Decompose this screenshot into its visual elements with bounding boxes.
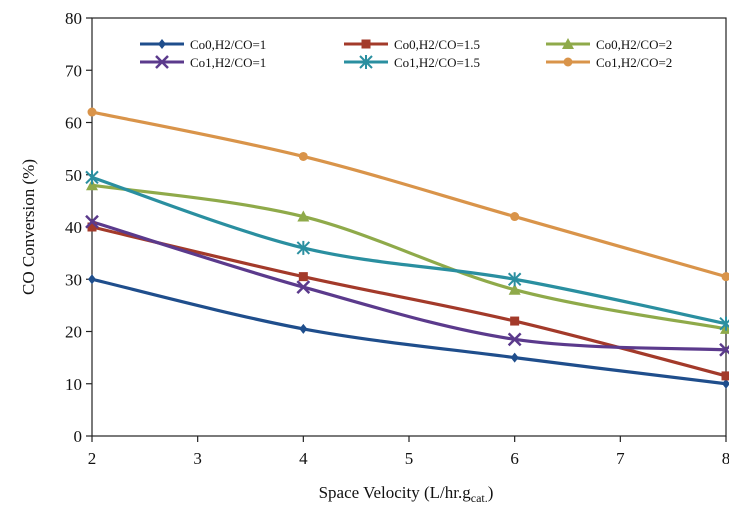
legend-marker xyxy=(359,55,373,69)
legend-label: Co0,H2/CO=1.5 xyxy=(394,37,480,52)
legend-label: Co1,H2/CO=1.5 xyxy=(394,55,480,70)
x-tick-label: 5 xyxy=(405,449,414,468)
legend-item: Co1,H2/CO=1 xyxy=(140,55,266,70)
data-point xyxy=(87,222,97,232)
y-tick-label: 70 xyxy=(65,61,82,80)
data-point xyxy=(298,272,308,282)
data-point xyxy=(510,212,520,222)
legend-label: Co1,H2/CO=1 xyxy=(190,55,266,70)
legend: Co0,H2/CO=1 Co0,H2/CO=1.5 Co0,H2/CO=2 Co1,H… xyxy=(140,37,672,70)
y-tick-label: 60 xyxy=(65,114,82,133)
data-point xyxy=(86,179,98,191)
x-axis-label-main: Space Velocity (L/hr.g xyxy=(319,483,472,502)
legend-marker xyxy=(562,38,574,49)
legend-item: Co0,H2/CO=1 xyxy=(140,37,266,52)
data-point xyxy=(85,214,99,229)
y-tick-label: 10 xyxy=(65,375,82,394)
data-point xyxy=(722,378,729,389)
x-tick-label: 7 xyxy=(616,449,625,468)
legend-item: Co0,H2/CO=2 xyxy=(546,37,672,52)
series-line xyxy=(91,175,727,326)
data-point xyxy=(297,210,310,222)
x-axis-label: Space Velocity (L/hr.gcat.) xyxy=(319,483,494,505)
data-point xyxy=(507,272,522,287)
data-point xyxy=(721,371,729,381)
series-line xyxy=(91,220,727,352)
x-tick-label: 2 xyxy=(88,449,97,468)
legend-item: Co1,H2/CO=2 xyxy=(546,55,672,70)
data-point xyxy=(296,280,311,294)
legend-marker xyxy=(563,57,573,67)
y-tick-label: 40 xyxy=(65,218,82,237)
y-tick-label: 50 xyxy=(65,166,82,185)
series-markers xyxy=(85,107,729,389)
y-tick-label: 0 xyxy=(74,427,83,446)
data-point xyxy=(510,352,519,363)
y-tick-label: 80 xyxy=(65,9,82,28)
series-line xyxy=(91,225,727,378)
data-point xyxy=(299,323,308,334)
series-line xyxy=(91,277,727,386)
y-tick-label: 30 xyxy=(65,270,82,289)
legend-label: Co0,H2/CO=1 xyxy=(190,37,266,52)
data-point xyxy=(85,170,99,185)
data-point xyxy=(719,316,729,331)
legend-marker xyxy=(155,55,169,69)
data-point xyxy=(87,107,97,117)
legend-label: Co0,H2/CO=2 xyxy=(596,37,672,52)
y-axis: 0 10 20 30 40 50 60 70 80 xyxy=(65,9,92,446)
x-axis: 2 3 4 5 6 7 8 xyxy=(88,436,729,468)
data-point xyxy=(721,272,729,282)
x-tick-label: 6 xyxy=(510,449,519,468)
data-point xyxy=(88,274,96,285)
legend-item: Co1,H2/CO=1.5 xyxy=(344,55,480,70)
x-tick-label: 4 xyxy=(299,449,308,468)
data-point xyxy=(510,316,520,326)
data-point xyxy=(296,240,311,255)
data-point xyxy=(507,332,522,347)
data-point xyxy=(298,151,308,161)
legend-item: Co0,H2/CO=1.5 xyxy=(344,37,480,52)
series-line xyxy=(91,110,727,279)
x-axis-label-close: ) xyxy=(488,483,494,502)
y-tick-label: 20 xyxy=(65,323,82,342)
legend-label: Co1,H2/CO=2 xyxy=(596,55,672,70)
x-tick-label: 3 xyxy=(193,449,202,468)
series-lines xyxy=(91,110,727,386)
series-line xyxy=(91,183,727,331)
data-point xyxy=(508,283,521,295)
legend-marker xyxy=(158,39,166,49)
x-axis-label-sub: cat. xyxy=(471,491,488,505)
data-point xyxy=(719,342,729,357)
x-tick-label: 8 xyxy=(722,449,729,468)
y-axis-label: CO Conversion (%) xyxy=(19,159,38,295)
legend-marker xyxy=(361,39,371,49)
